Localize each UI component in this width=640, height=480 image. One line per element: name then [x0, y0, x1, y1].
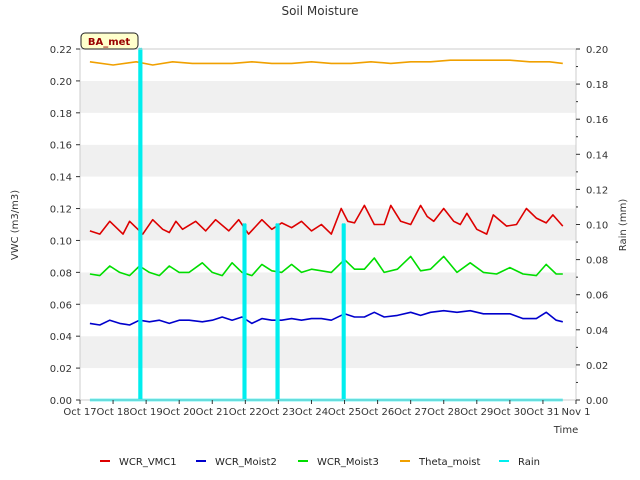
x-tick-label: Oct 31: [526, 407, 559, 418]
x-tick-label: Oct 30: [493, 407, 526, 418]
y2-tick-label: 0.10: [586, 221, 608, 232]
grid-band: [80, 272, 576, 305]
x-tick-label: Oct 26: [361, 407, 394, 418]
y2-tick-label: 0.12: [586, 185, 608, 196]
y-tick-label: 0.22: [50, 45, 72, 56]
grid-band: [80, 144, 576, 177]
x-tick-label: Oct 24: [295, 407, 328, 418]
y-axis-ticks: 0.00 0.02 0.04 0.06 0.08 0.10 0.12 0.14 0.16 0.18…: [50, 45, 80, 407]
legend-label-wcr-vmc1: WCR_VMC1: [119, 457, 177, 468]
grid-band: [80, 336, 576, 369]
y-tick-label: 0.02: [50, 364, 72, 375]
x-tick-label: Oct 19: [130, 407, 163, 418]
chart-title: Soil Moisture: [281, 4, 358, 18]
y-tick-label: 0.04: [50, 332, 72, 343]
y2-tick-label: 0.04: [586, 326, 608, 337]
site-badge: BA_met: [80, 32, 139, 50]
series-line-wcr-vmc1: [89, 204, 564, 235]
y2-tick-label: 0.16: [586, 115, 608, 126]
y2-tick-label: 0.14: [586, 150, 608, 161]
grid-band: [80, 208, 576, 241]
grid-band: [80, 80, 576, 113]
x-tick-label: Oct 23: [262, 407, 295, 418]
x-tick-label: Oct 18: [96, 407, 129, 418]
y-tick-label: 0.14: [50, 173, 72, 184]
legend-label-wcr-moist2: WCR_Moist2: [215, 457, 277, 468]
y2-tick-label: 0.02: [586, 361, 608, 372]
y-axis-label: VWC (m3/m3): [10, 190, 21, 260]
legend-label-theta-moist: Theta_moist: [418, 457, 480, 468]
y2-axis-label: Rain (mm): [618, 199, 629, 252]
y-tick-label: 0.12: [50, 205, 72, 216]
y2-tick-label: 0.18: [586, 80, 608, 91]
y2-axis-ticks: 0.00 0.02 0.04 0.06 0.08 0.10 0.12 0.14 0.16 0.18…: [576, 45, 608, 407]
site-badge-label: BA_met: [88, 37, 131, 48]
x-tick-label: Oct 17: [63, 407, 96, 418]
x-tick-label: Oct 27: [394, 407, 427, 418]
y-tick-label: 0.16: [50, 141, 72, 152]
y2-tick-label: 0.00: [586, 396, 608, 407]
legend: WCR_VMC1 WCR_Moist2 WCR_Moist3 Theta_moist R…: [100, 457, 540, 468]
grid-bands: [80, 49, 576, 400]
x-tick-label: Nov 1: [561, 407, 590, 418]
y-tick-label: 0.18: [50, 109, 72, 120]
y-tick-label: 0.06: [50, 300, 72, 311]
site-badge-box: [80, 32, 139, 50]
x-tick-label: Oct 28: [427, 407, 460, 418]
x-tick-label: Oct 20: [163, 407, 196, 418]
y2-tick-label: 0.06: [586, 291, 608, 302]
y-tick-label: 0.10: [50, 236, 72, 247]
y2-tick-label: 0.08: [586, 256, 608, 267]
grid-band: [80, 240, 576, 273]
grid-band: [80, 368, 576, 400]
series-line-theta-moist: [89, 59, 563, 66]
y2-tick-label: 0.20: [586, 45, 608, 56]
y-tick-label: 0.08: [50, 268, 72, 279]
x-axis-label: Time: [553, 425, 578, 436]
grid-band: [80, 176, 576, 209]
series-line-wcr-moist2: [89, 309, 563, 326]
x-tick-label: Oct 21: [196, 407, 229, 418]
x-axis-ticks: Oct 17 Oct 18 Oct 19 Oct 20 Oct 21 Oct 22 Oct …: [63, 400, 591, 418]
x-tick-label: Oct 22: [229, 407, 262, 418]
grid-band: [80, 112, 576, 145]
x-tick-label: Oct 29: [460, 407, 493, 418]
legend-label-rain: Rain: [518, 457, 540, 468]
legend-label-wcr-moist3: WCR_Moist3: [317, 457, 379, 468]
x-tick-label: Oct 25: [328, 407, 361, 418]
y-tick-label: 0.20: [50, 77, 72, 88]
grid-band: [80, 49, 576, 81]
y-tick-label: 0.00: [50, 396, 72, 407]
series-line-wcr-moist3: [89, 255, 563, 277]
